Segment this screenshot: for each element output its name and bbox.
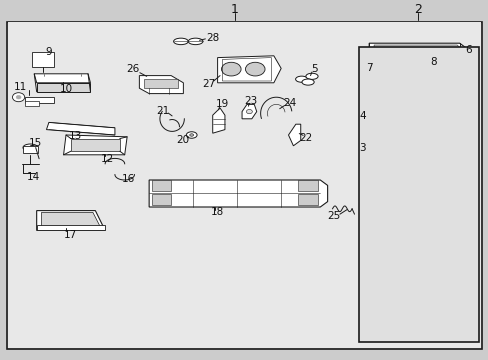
Text: 14: 14 <box>26 172 40 183</box>
Polygon shape <box>370 58 390 66</box>
Polygon shape <box>212 108 224 133</box>
Text: 12: 12 <box>101 154 114 165</box>
Ellipse shape <box>295 76 307 82</box>
Text: 5: 5 <box>310 64 317 75</box>
Polygon shape <box>34 74 90 83</box>
Bar <box>32 52 54 67</box>
Polygon shape <box>37 225 105 230</box>
Polygon shape <box>37 83 90 92</box>
Ellipse shape <box>16 95 21 99</box>
Polygon shape <box>71 139 120 151</box>
Polygon shape <box>144 79 178 88</box>
Polygon shape <box>242 104 256 119</box>
Polygon shape <box>365 101 468 137</box>
Ellipse shape <box>246 109 252 114</box>
Text: 18: 18 <box>210 207 224 217</box>
Bar <box>151 180 171 191</box>
Polygon shape <box>368 52 459 56</box>
Text: 23: 23 <box>244 96 257 106</box>
Text: 3: 3 <box>359 143 366 153</box>
Text: 11: 11 <box>14 82 27 93</box>
Polygon shape <box>37 211 105 230</box>
Polygon shape <box>149 180 327 207</box>
Text: 6: 6 <box>464 45 471 55</box>
Ellipse shape <box>189 134 193 136</box>
Text: 16: 16 <box>121 174 135 184</box>
Ellipse shape <box>173 38 188 45</box>
Polygon shape <box>368 43 466 56</box>
Ellipse shape <box>382 185 413 203</box>
Bar <box>23 146 38 153</box>
Text: 19: 19 <box>215 99 229 109</box>
Polygon shape <box>41 212 100 227</box>
Ellipse shape <box>186 132 197 138</box>
Polygon shape <box>288 124 300 146</box>
Bar <box>359 47 478 342</box>
Polygon shape <box>370 104 464 131</box>
Text: 22: 22 <box>299 132 312 143</box>
Text: 9: 9 <box>45 47 52 57</box>
Bar <box>298 180 317 191</box>
Text: 28: 28 <box>205 33 219 43</box>
Ellipse shape <box>376 59 381 63</box>
Ellipse shape <box>12 93 24 102</box>
Ellipse shape <box>421 60 427 64</box>
Text: 21: 21 <box>156 106 170 116</box>
Polygon shape <box>365 138 468 144</box>
Ellipse shape <box>428 185 448 203</box>
Polygon shape <box>25 97 54 103</box>
Ellipse shape <box>302 79 314 85</box>
Text: 1: 1 <box>230 3 238 15</box>
Ellipse shape <box>378 110 403 124</box>
Polygon shape <box>139 76 183 94</box>
Ellipse shape <box>23 144 38 151</box>
Polygon shape <box>373 45 461 54</box>
Ellipse shape <box>188 38 203 45</box>
Text: 15: 15 <box>28 138 42 148</box>
Text: 24: 24 <box>282 98 296 108</box>
Polygon shape <box>63 135 127 155</box>
Text: 13: 13 <box>69 131 82 141</box>
Ellipse shape <box>427 110 447 124</box>
Ellipse shape <box>245 62 264 76</box>
Text: 20: 20 <box>176 135 188 145</box>
Polygon shape <box>370 158 464 331</box>
Text: 17: 17 <box>64 230 78 240</box>
Polygon shape <box>25 101 39 106</box>
Ellipse shape <box>305 73 318 80</box>
Text: 26: 26 <box>126 64 140 74</box>
Bar <box>151 194 171 205</box>
Polygon shape <box>46 122 115 135</box>
Ellipse shape <box>221 62 241 76</box>
Text: 10: 10 <box>60 84 72 94</box>
Polygon shape <box>365 155 468 335</box>
Text: 27: 27 <box>202 78 216 89</box>
Text: 4: 4 <box>359 111 366 121</box>
Text: 2: 2 <box>413 3 421 15</box>
Text: 7: 7 <box>365 63 372 73</box>
Text: 8: 8 <box>429 57 436 67</box>
Bar <box>298 194 317 205</box>
Polygon shape <box>217 56 281 83</box>
Text: 25: 25 <box>326 211 340 221</box>
